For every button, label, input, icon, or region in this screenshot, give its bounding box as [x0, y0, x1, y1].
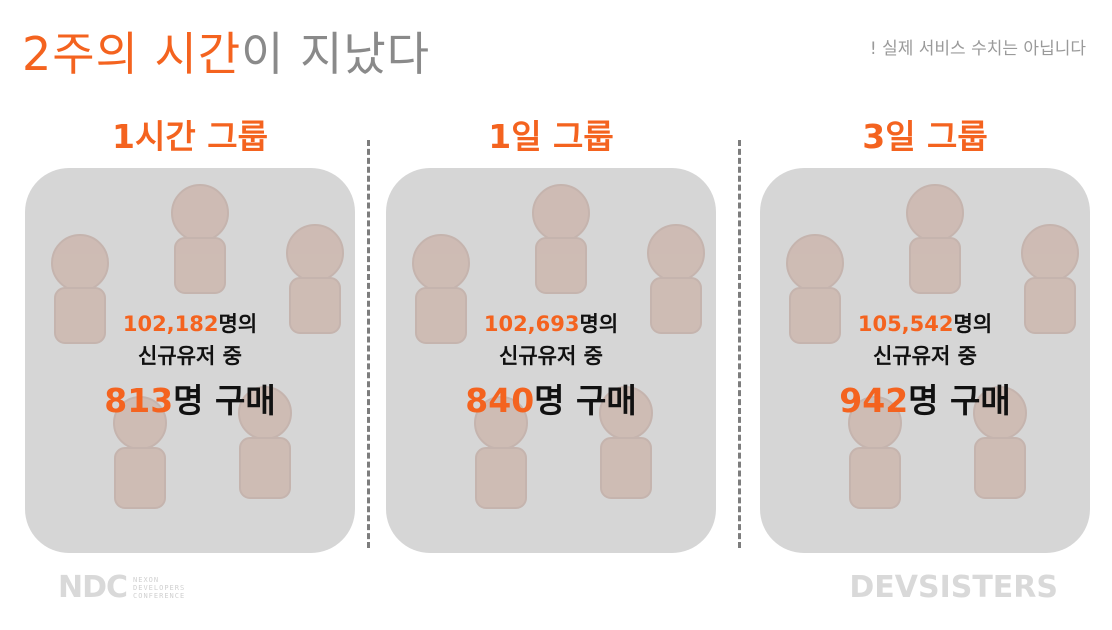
group-title: 1일 그룹	[488, 117, 614, 156]
new-user-label: 신규유저 중	[138, 344, 242, 368]
disclaimer-note: ! 실제 서비스 수치는 아닙니다	[869, 39, 1086, 59]
group-stats: 102,182명의 신규유저 중 813명 구매	[25, 308, 355, 422]
ndc-logo-mark: NDC	[58, 570, 128, 605]
group-divider	[738, 140, 741, 548]
ndc-sub-line: CONFERENCE	[133, 591, 186, 600]
group-stats: 102,693명의 신규유저 중 840명 구매	[386, 308, 716, 422]
buyer-suffix: 명 구매	[173, 381, 276, 420]
ndc-logo-subtitle: NEXON DEVELOPERS CONFERENCE	[133, 576, 185, 600]
page-title: 2주의 시간이 지났다	[22, 18, 430, 84]
new-user-count: 102,693	[483, 312, 580, 336]
group-card: 102,693명의 신규유저 중 840명 구매	[386, 168, 716, 553]
ndc-logo: NDC NEXON DEVELOPERS CONFERENCE	[58, 570, 185, 605]
group-card: 102,182명의 신규유저 중 813명 구매	[25, 168, 355, 553]
group-3-day: 3일 그룹 105,542명의 신규유저 중 942명 구매	[760, 110, 1090, 555]
buyer-suffix: 명 구매	[534, 381, 637, 420]
group-title: 3일 그룹	[862, 117, 988, 156]
group-1-hour: 1시간 그룹 102,182명의 신규유저 중 813명 구매	[25, 110, 355, 555]
buyer-count: 840	[465, 381, 535, 420]
buyer-suffix: 명 구매	[908, 381, 1011, 420]
page-title-rest: 이 지났다	[241, 27, 431, 81]
new-user-suffix: 명의	[579, 312, 619, 336]
new-user-label: 신규유저 중	[499, 344, 603, 368]
group-divider	[367, 140, 370, 548]
new-user-count: 105,542	[857, 312, 954, 336]
buyer-count: 942	[839, 381, 909, 420]
new-user-suffix: 명의	[953, 312, 993, 336]
cookie-character-illustration	[786, 184, 1079, 509]
group-card: 105,542명의 신규유저 중 942명 구매	[760, 168, 1090, 553]
group-1-day: 1일 그룹 102,693명의 신규유저 중 840명 구매	[386, 110, 716, 555]
group-title: 1시간 그룹	[112, 117, 268, 156]
ndc-sub-line: DEVELOPERS	[133, 583, 186, 592]
group-stats: 105,542명의 신규유저 중 942명 구매	[760, 308, 1090, 422]
new-user-label: 신규유저 중	[873, 344, 977, 368]
cookie-character-illustration	[51, 184, 344, 509]
devsisters-logo: DEVSISTERS	[849, 570, 1058, 605]
ndc-sub-line: NEXON	[133, 575, 160, 584]
cookie-character-illustration	[412, 184, 705, 509]
buyer-count: 813	[104, 381, 174, 420]
new-user-count: 102,182	[122, 312, 219, 336]
page-title-highlight: 2주의 시간	[22, 27, 242, 81]
new-user-suffix: 명의	[218, 312, 258, 336]
